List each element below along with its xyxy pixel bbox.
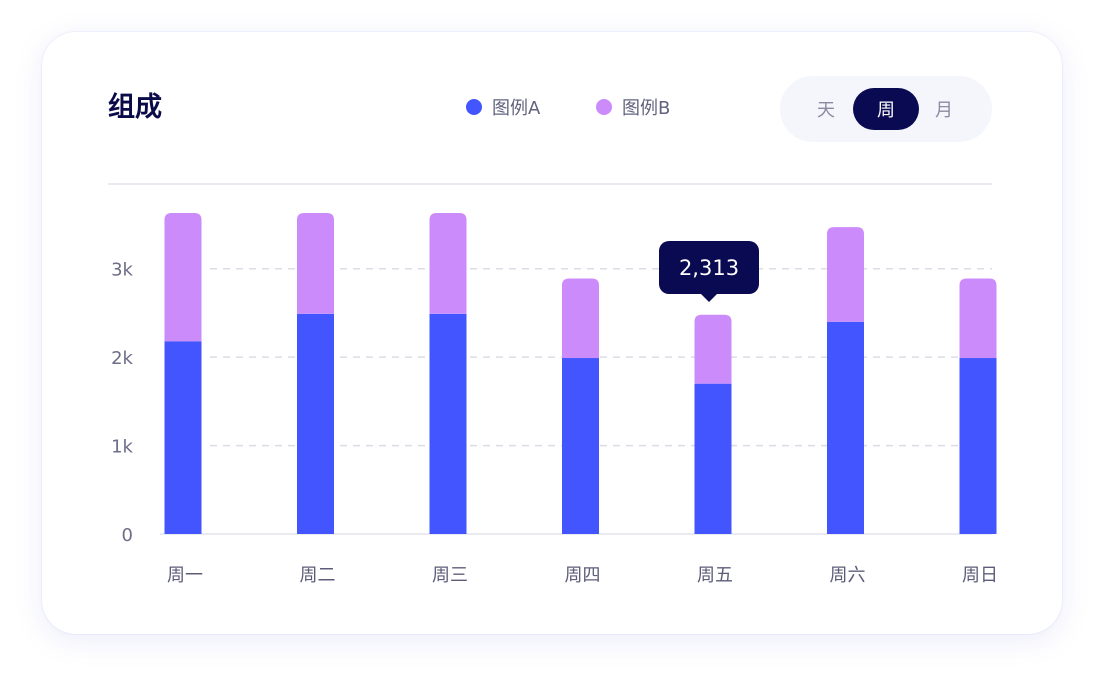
bar-segment-b [562, 278, 599, 359]
y-tick-label: 0 [122, 525, 133, 546]
period-option-day[interactable]: 天 [817, 100, 835, 121]
bar-segment-b [297, 213, 334, 314]
bar-segment-b [429, 213, 467, 314]
period-toggle: 天 周 月 [780, 76, 992, 142]
x-tick-label: 周一 [167, 565, 203, 586]
x-tick-label: 周二 [300, 565, 336, 586]
x-tick-label: 周四 [565, 565, 601, 586]
y-tick-label: 3k [111, 260, 133, 281]
bar-segment-a [959, 358, 997, 534]
x-tick-label: 周五 [697, 565, 733, 586]
legend-swatch-b-icon [596, 99, 612, 115]
bar-segment-a [164, 341, 202, 534]
legend-label-a: 图例A [492, 98, 541, 119]
bar-segment-a [827, 321, 864, 534]
value-tooltip: 2,313 [659, 241, 759, 302]
x-tick-label: 周日 [962, 565, 998, 586]
y-tick-label: 2k [111, 348, 133, 369]
legend-swatch-a-icon [466, 99, 482, 115]
bar-segment-b [827, 227, 864, 322]
y-tick-label: 1k [111, 437, 133, 458]
bar-segment-a [562, 358, 599, 534]
period-option-month[interactable]: 月 [935, 100, 953, 121]
header-divider [108, 183, 992, 185]
legend-label-b: 图例B [622, 98, 671, 119]
x-tick-label: 周六 [830, 565, 866, 586]
bar-segment-b [959, 278, 997, 359]
bar-segment-a [694, 383, 732, 534]
legend-item-b[interactable]: 图例B [596, 95, 670, 119]
bar-segment-b [164, 213, 202, 342]
x-tick-label: 周三 [432, 565, 468, 586]
legend-item-a[interactable]: 图例A [466, 95, 540, 119]
bar-segment-b [694, 314, 732, 384]
bar-segment-a [297, 313, 334, 534]
bar-segment-a [429, 313, 467, 534]
period-option-week[interactable]: 周 [853, 88, 919, 130]
card-title: 组成 [108, 92, 162, 123]
